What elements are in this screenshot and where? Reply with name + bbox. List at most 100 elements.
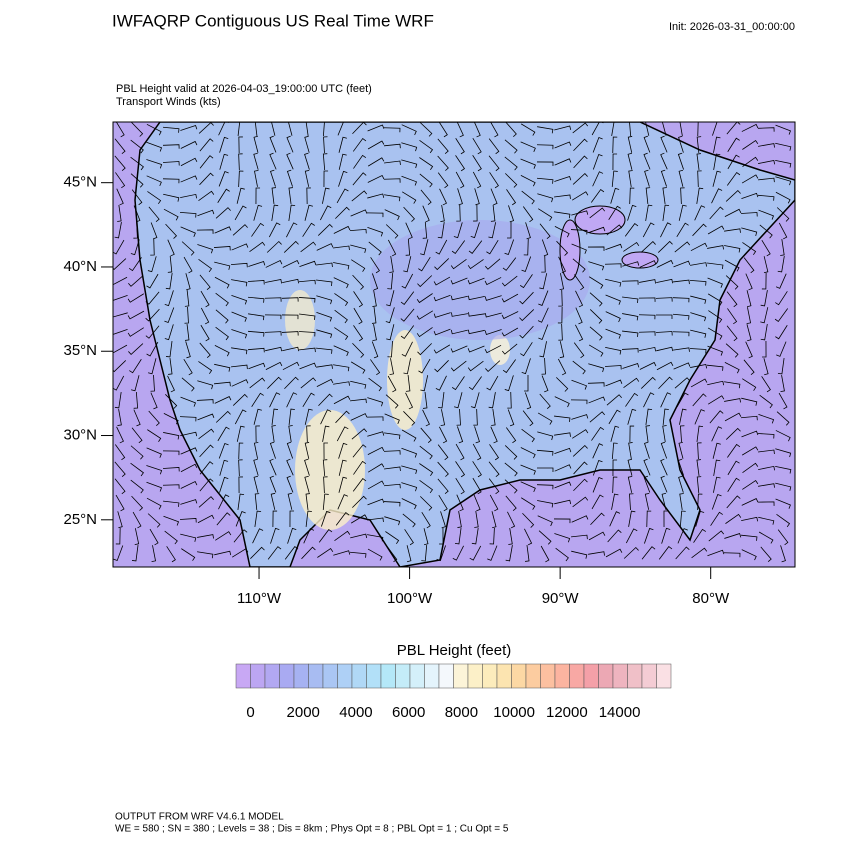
wind-barb (231, 347, 248, 355)
wind-barb (199, 274, 211, 291)
wind-barb (214, 396, 232, 404)
wind-barb (134, 528, 140, 546)
wind-barb (433, 294, 451, 302)
wind-barb (490, 426, 498, 444)
wind-barb (760, 324, 768, 341)
wind-barb (639, 346, 657, 352)
wind-barb (367, 480, 385, 490)
wind-barb (200, 307, 210, 325)
wind-barb (383, 501, 401, 507)
wind-barb (183, 358, 193, 376)
wind-barb (520, 175, 536, 187)
wind-barb (338, 459, 347, 476)
wind-barb (284, 376, 299, 389)
wind-barb (541, 239, 549, 257)
wind-barb (198, 258, 213, 273)
wind-barb (323, 136, 328, 154)
wind-barb (286, 152, 294, 170)
wind-barb (438, 494, 448, 512)
wind-barb (643, 392, 655, 408)
wind-barb (198, 122, 214, 134)
wind-barb (554, 396, 570, 408)
wind-barb (639, 279, 656, 284)
wind-barb (488, 478, 500, 495)
wind-barb (456, 122, 464, 138)
wind-barb (304, 408, 313, 425)
wind-barb (472, 477, 482, 495)
wind-barb (457, 188, 463, 206)
map-frame (112, 121, 796, 568)
wind-barb (199, 342, 211, 358)
wind-barb (520, 342, 533, 357)
wind-barb (264, 331, 282, 336)
wind-barb (690, 262, 707, 267)
wind-barb (623, 377, 640, 389)
wind-barb (383, 178, 401, 183)
wind-barb (114, 444, 126, 461)
wind-barb (746, 324, 752, 342)
wind-barb (384, 209, 400, 221)
wind-barb (506, 427, 517, 444)
wind-barb (762, 340, 767, 358)
wind-barb (726, 122, 741, 135)
wind-barb (249, 241, 266, 253)
wind-barb (672, 313, 690, 320)
wind-barb (588, 531, 606, 541)
wind-barb (605, 278, 622, 287)
wind-barb (254, 493, 260, 511)
wind-barb (147, 429, 162, 442)
wind-barb (508, 528, 513, 545)
wind-barb (468, 376, 482, 391)
wind-barb (320, 409, 332, 425)
wind-barb (451, 312, 468, 317)
wind-barb (147, 513, 161, 528)
wind-barb (525, 222, 531, 240)
wind-barb (117, 409, 122, 426)
wind-barb (643, 458, 651, 476)
wind-barb (467, 329, 485, 335)
wind-barb (554, 432, 571, 437)
wind-barb (707, 245, 724, 250)
wind-barb (558, 256, 566, 274)
wind-barb (419, 173, 433, 188)
wind-barb (758, 177, 775, 183)
wind-barb (437, 461, 449, 477)
wind-barb (488, 392, 496, 409)
wind-barb (418, 257, 431, 272)
wind-barb (453, 222, 463, 239)
wind-barb (384, 516, 401, 526)
wind-barb (146, 273, 159, 289)
wind-barb (554, 175, 572, 182)
wind-barb (536, 467, 554, 473)
wind-barb (604, 365, 622, 370)
wind-barb (299, 313, 316, 320)
wind-barb (335, 512, 350, 526)
wind-barb (778, 222, 788, 240)
wind-barb (519, 325, 534, 339)
wind-barb (489, 527, 495, 545)
wind-barb (197, 551, 214, 559)
wind-barb (629, 187, 635, 205)
wind-barb (692, 223, 707, 237)
wind-barb (130, 173, 144, 188)
wind-barb (371, 341, 379, 359)
wind-barb (337, 122, 348, 136)
wind-barb (435, 375, 447, 391)
wind-barb (200, 324, 210, 342)
wind-barb (146, 141, 163, 152)
wind-barb (387, 239, 397, 257)
wind-barb (690, 295, 707, 304)
wind-barb (696, 187, 704, 204)
wind-barb (624, 223, 639, 237)
wind-barb (489, 444, 500, 461)
wind-barb (185, 341, 191, 359)
wind-barb (146, 465, 163, 475)
wind-barb (760, 546, 772, 562)
wind-barb (418, 358, 431, 374)
wind-barb (555, 547, 569, 562)
wind-barb (639, 361, 657, 370)
wind-barb (452, 545, 464, 561)
wind-barb (180, 447, 198, 455)
wind-barb (165, 341, 173, 358)
colorbar-box (279, 663, 295, 689)
